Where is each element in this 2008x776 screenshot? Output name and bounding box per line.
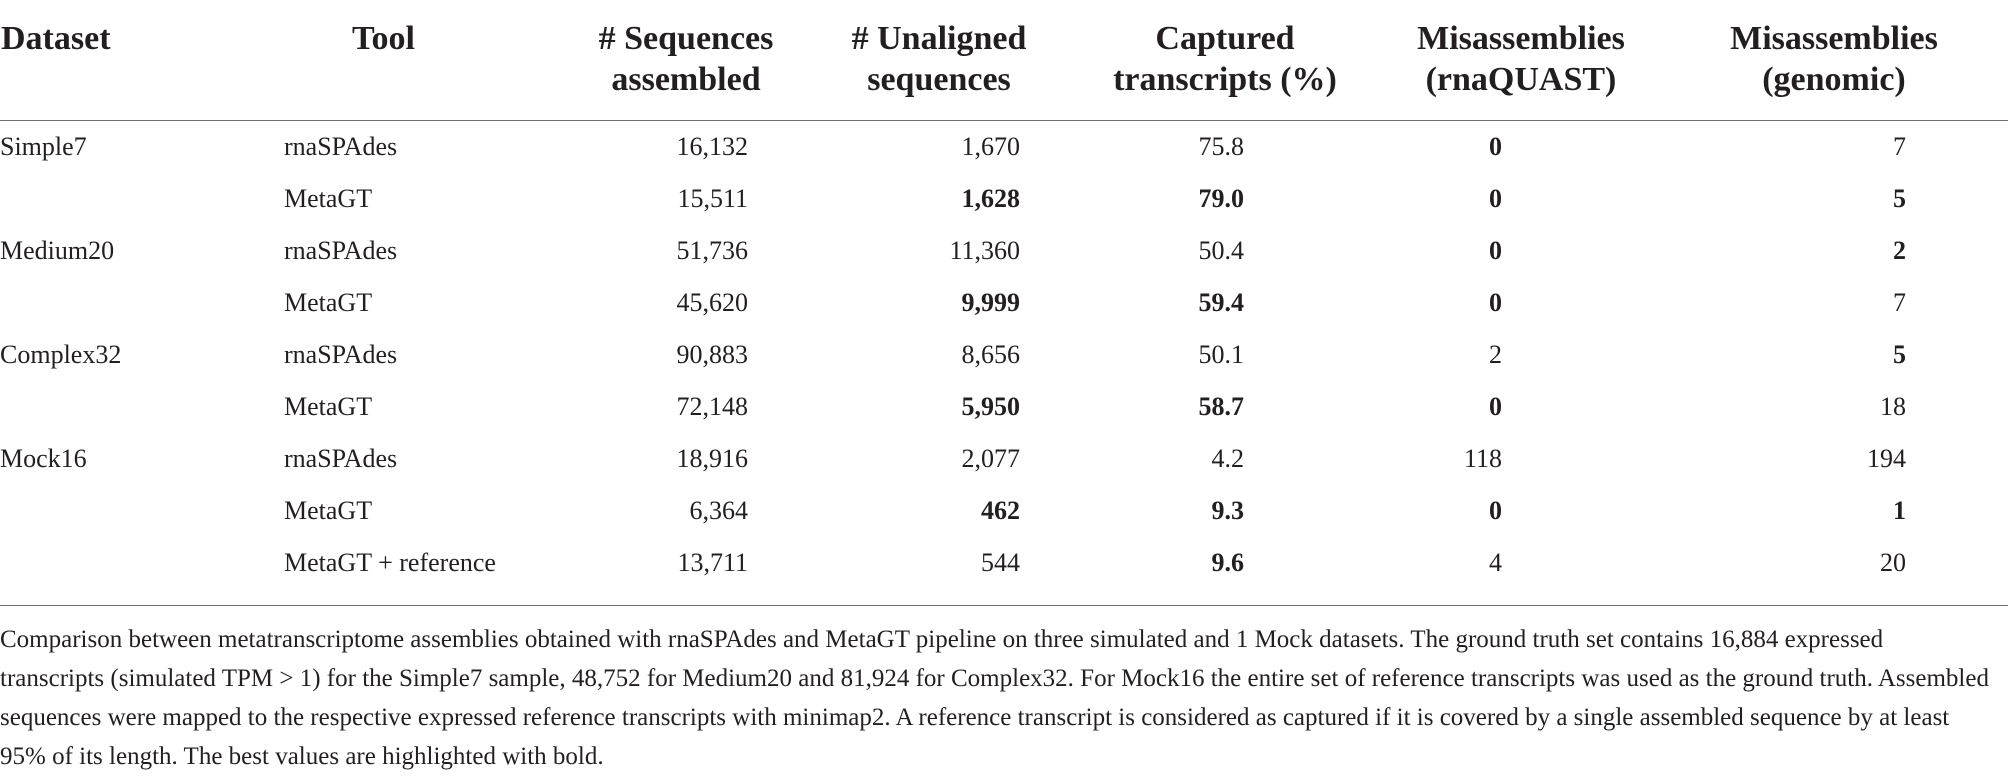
table-row: MetaGT 45,620 9,999 59.4 0 7	[0, 277, 2008, 329]
cell-dataset: Mock16	[0, 444, 87, 473]
cell-misassemblies-genomic: 2	[1893, 236, 1906, 265]
cell-captured-transcripts: 50.1	[1198, 340, 1245, 369]
cell-sequences-assembled: 45,620	[676, 288, 749, 317]
cell-misassemblies-genomic: 18	[1880, 392, 1906, 421]
table-row: Mock16 rnaSPAdes 18,916 2,077 4.2 118 194	[0, 433, 2008, 485]
table-row: MetaGT 15,511 1,628 79.0 0 5	[0, 173, 2008, 225]
cell-captured-transcripts: 50.4	[1198, 236, 1245, 265]
cell-unaligned-sequences: 9,999	[961, 288, 1021, 317]
cell-misassemblies-genomic: 1	[1893, 496, 1906, 525]
cell-sequences-assembled: 90,883	[676, 340, 749, 369]
cell-unaligned-sequences: 2,077	[961, 444, 1021, 473]
table-row: MetaGT + reference 13,711 544 9.6 4 20	[0, 537, 2008, 606]
cell-sequences-assembled: 16,132	[676, 132, 749, 161]
cell-dataset: Complex32	[0, 340, 122, 369]
cell-sequences-assembled: 15,511	[677, 184, 748, 213]
cell-sequences-assembled: 18,916	[676, 444, 749, 473]
cell-sequences-assembled: 51,736	[676, 236, 749, 265]
cell-tool: rnaSPAdes	[284, 444, 398, 473]
cell-misassemblies-genomic: 20	[1586, 537, 2008, 606]
cell-captured-transcripts: 75.8	[1198, 132, 1245, 161]
cell-unaligned-sequences: 8,656	[961, 340, 1021, 369]
cell-dataset: Simple7	[0, 132, 87, 161]
cell-unaligned-sequences: 5,950	[961, 392, 1021, 421]
cell-misassemblies-rnaquast: 0	[1489, 496, 1502, 525]
cell-sequences-assembled: 6,364	[689, 496, 749, 525]
cell-unaligned-sequences: 11,360	[949, 236, 1020, 265]
header-sequences-assembled: # Sequences assembled	[540, 0, 773, 121]
header-captured-transcripts: Captured transcripts (%)	[1036, 0, 1337, 121]
cell-tool: MetaGT	[284, 288, 373, 317]
cell-misassemblies-genomic: 194	[1867, 444, 1906, 473]
cell-unaligned-sequences: 462	[981, 496, 1020, 525]
cell-misassemblies-rnaquast: 4	[1326, 537, 1586, 606]
cell-unaligned-sequences: 1,670	[961, 132, 1021, 161]
table-caption: Comparison between metatranscriptome ass…	[0, 626, 1989, 770]
cell-captured-transcripts: 9.6	[1036, 537, 1326, 606]
header-misassemblies-rnaquast: Misassemblies (rnaQUAST)	[1326, 0, 1625, 121]
table-row: Simple7 rnaSPAdes 16,132 1,670 75.8 0 7	[0, 121, 2008, 174]
cell-tool: rnaSPAdes	[284, 236, 398, 265]
cell-captured-transcripts: 59.4	[1198, 288, 1245, 317]
cell-dataset: Medium20	[0, 236, 115, 265]
cell-unaligned-sequences: 1,628	[961, 184, 1021, 213]
cell-misassemblies-genomic: 5	[1893, 184, 1906, 213]
cell-tool: MetaGT + reference	[284, 537, 538, 606]
header-tool: Tool	[286, 0, 540, 121]
cell-misassemblies-genomic: 5	[1893, 340, 1906, 369]
cell-unaligned-sequences: 544	[758, 537, 1036, 606]
cell-sequences-assembled: 72,148	[676, 392, 749, 421]
table-row: Complex32 rnaSPAdes 90,883 8,656 50.1 2 5	[0, 329, 2008, 381]
cell-dataset	[0, 537, 286, 606]
cell-tool: rnaSPAdes	[284, 340, 398, 369]
header-misassemblies-genomic: Misassemblies (genomic)	[1586, 0, 2008, 121]
cell-misassemblies-rnaquast: 0	[1489, 236, 1502, 265]
cell-tool: MetaGT	[284, 184, 373, 213]
cell-misassemblies-rnaquast: 0	[1489, 288, 1502, 317]
cell-dataset	[0, 381, 286, 433]
cell-misassemblies-genomic: 7	[1893, 132, 1906, 161]
cell-dataset	[0, 173, 286, 225]
cell-dataset	[0, 277, 286, 329]
cell-misassemblies-rnaquast: 0	[1489, 184, 1502, 213]
cell-tool: rnaSPAdes	[284, 132, 398, 161]
table-row: Medium20 rnaSPAdes 51,736 11,360 50.4 0 2	[0, 225, 2008, 277]
header-unaligned-sequences: # Unaligned sequences	[758, 0, 1036, 121]
cell-captured-transcripts: 4.2	[1211, 444, 1245, 473]
table-row: MetaGT 6,364 462 9.3 0 1	[0, 485, 2008, 537]
cell-captured-transcripts: 79.0	[1198, 184, 1245, 213]
cell-captured-transcripts: 58.7	[1198, 392, 1245, 421]
table-row: MetaGT 72,148 5,950 58.7 0 18	[0, 381, 2008, 433]
results-table-container: Dataset Tool # Sequences assembled # Una…	[0, 0, 2008, 606]
cell-sequences-assembled: 13,711	[530, 537, 748, 606]
cell-misassemblies-genomic: 7	[1893, 288, 1906, 317]
cell-misassemblies-rnaquast: 0	[1489, 392, 1502, 421]
table-header: Dataset Tool # Sequences assembled # Una…	[0, 0, 2008, 121]
cell-tool: MetaGT	[284, 392, 373, 421]
results-table: Dataset Tool # Sequences assembled # Una…	[0, 0, 2008, 606]
cell-dataset	[0, 485, 286, 537]
header-row: Dataset Tool # Sequences assembled # Una…	[0, 0, 2008, 121]
cell-misassemblies-rnaquast: 0	[1489, 132, 1502, 161]
header-dataset: Dataset	[0, 0, 286, 121]
cell-captured-transcripts: 9.3	[1211, 496, 1245, 525]
cell-tool: MetaGT	[284, 496, 373, 525]
cell-misassemblies-rnaquast: 118	[1463, 444, 1502, 473]
table-body: Simple7 rnaSPAdes 16,132 1,670 75.8 0 7 MetaGT 1…	[0, 121, 2008, 606]
cell-misassemblies-rnaquast: 2	[1489, 340, 1502, 369]
